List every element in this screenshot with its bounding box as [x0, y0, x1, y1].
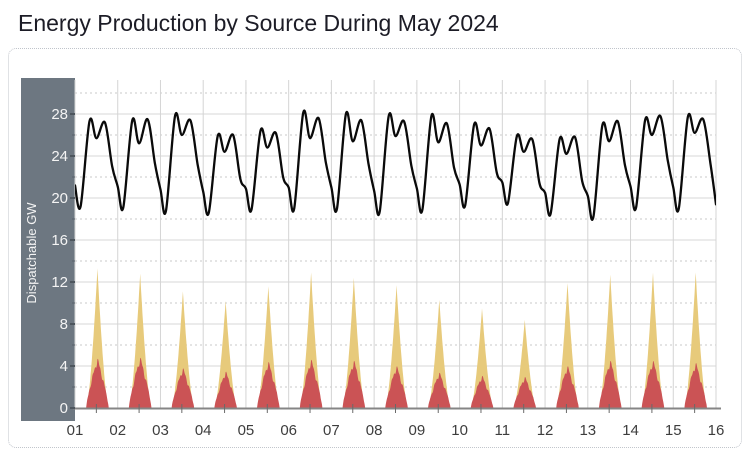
x-tick-label: 05 [238, 422, 255, 439]
x-tick-label: 06 [280, 422, 297, 439]
x-tick-label: 02 [109, 422, 126, 439]
y-tick-label: 28 [51, 106, 68, 123]
x-tick-label: 16 [708, 422, 725, 439]
y-tick-label: 4 [60, 358, 68, 375]
x-tick-label: 14 [622, 422, 639, 439]
y-axis-panel [21, 78, 75, 421]
x-tick-label: 10 [451, 422, 468, 439]
x-tick-label: 12 [537, 422, 554, 439]
x-tick-label: 08 [366, 422, 383, 439]
x-tick-label: 13 [579, 422, 596, 439]
area-series-yellow [86, 268, 708, 408]
x-tick-label: 03 [152, 422, 169, 439]
area-series-red [85, 357, 708, 408]
x-tick-label: 01 [67, 422, 84, 439]
chart-title: Energy Production by Source During May 2… [18, 10, 499, 36]
y-axis-title: Dispatchable GW [24, 202, 39, 304]
x-tick-label: 04 [195, 422, 212, 439]
line-series-black [75, 109, 716, 221]
y-tick-label: 20 [51, 190, 68, 207]
y-tick-label: 12 [51, 274, 68, 291]
y-tick-label: 24 [51, 148, 68, 165]
y-tick-label: 16 [51, 232, 68, 249]
y-tick-label: 8 [60, 316, 68, 333]
x-tick-label: 07 [323, 422, 340, 439]
x-tick-label: 09 [409, 422, 426, 439]
x-tick-label: 11 [495, 422, 511, 439]
x-tick-label: 15 [665, 422, 682, 439]
y-tick-label: 0 [60, 400, 68, 417]
chart-card [8, 48, 742, 448]
